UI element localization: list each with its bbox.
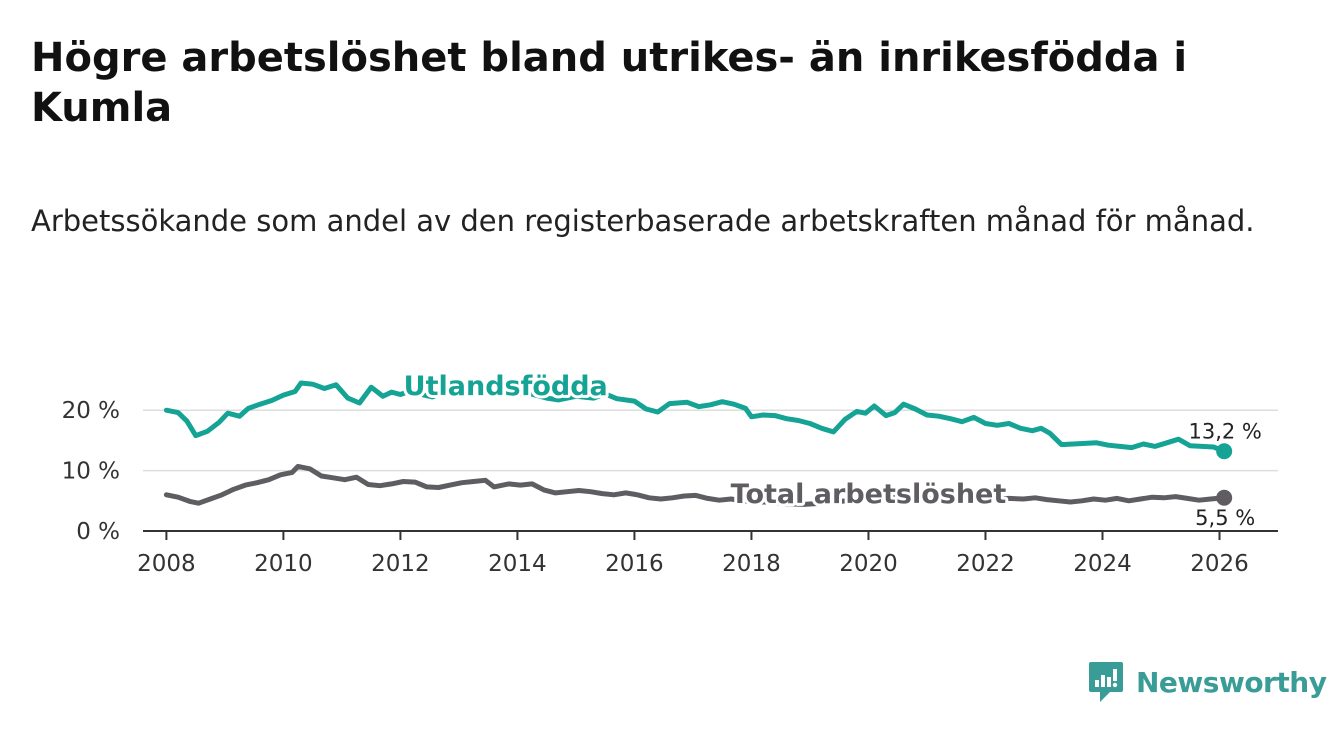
y-tick-label: 20 %: [62, 398, 120, 424]
x-tick-label: 2022: [956, 551, 1015, 577]
series-line-total: [163, 463, 1227, 507]
brand-logo: Newsworthy: [1088, 660, 1327, 704]
x-tick-label: 2024: [1073, 551, 1132, 577]
newsworthy-logo-icon: [1089, 662, 1123, 702]
x-tick-label: 2020: [839, 551, 898, 577]
axes: 0 % 10 % 20 % 2008 2010 2012 2014 2016 2018 2020 2…: [62, 398, 1278, 577]
x-tick-label: 2018: [722, 551, 781, 577]
chart-subtitle: Arbetssökande som andel av den registerb…: [31, 204, 1255, 238]
series-line-foreign-born: [163, 380, 1227, 454]
brand-name: Newsworthy: [1136, 665, 1327, 699]
end-marker-total: [1216, 489, 1233, 506]
end-value-label-foreign-born: 13,2 %: [1188, 419, 1261, 443]
end-marker-foreign-born: [1216, 443, 1233, 460]
series-label-foreign-born: Utlandsfödda: [404, 371, 608, 402]
end-value-label-total: 5,5 %: [1195, 506, 1255, 530]
x-tick-label: 2014: [488, 551, 547, 577]
x-tick-label: 2012: [371, 551, 430, 577]
x-tick-label: 2016: [605, 551, 664, 577]
x-tick-label: 2008: [137, 551, 196, 577]
x-tick-label: 2010: [254, 551, 313, 577]
gridlines: [143, 409, 1278, 472]
series-labels: 13,2 % 5,5 % Utlandsfödda Total arbetslöshe…: [401, 368, 1262, 530]
line-chart: 0 % 10 % 20 % 2008 2010 2012 2014 2016 2018 2020 2…: [61, 368, 1278, 577]
series-label-total: Total arbetslöshet: [731, 479, 1007, 510]
y-tick-label: 10 %: [62, 459, 120, 485]
series-lines: [163, 380, 1233, 507]
y-tick-label: 0 %: [76, 519, 120, 545]
x-tick-label: 2026: [1190, 551, 1249, 577]
page-title: Högre arbetslöshet bland utrikes- än inr…: [31, 35, 1188, 131]
